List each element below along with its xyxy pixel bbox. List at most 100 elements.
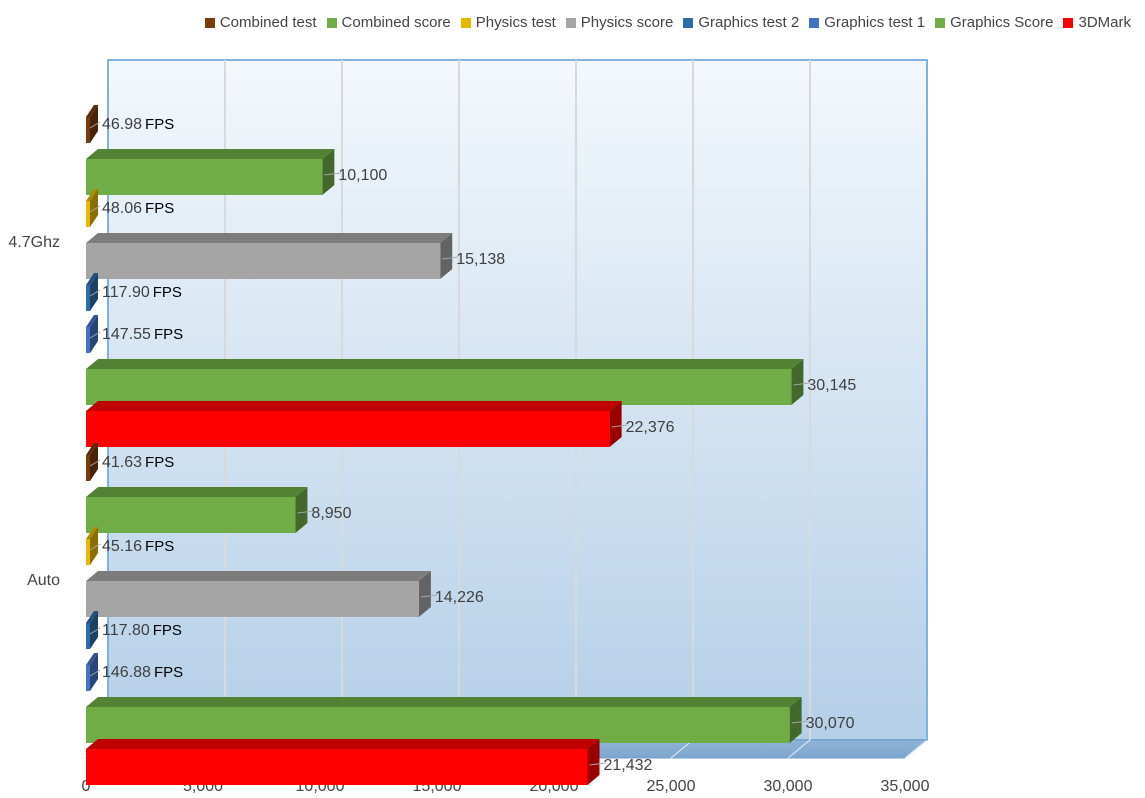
bar-side-face	[90, 653, 98, 691]
legend-label: Physics test	[475, 14, 556, 31]
bar-top-face	[86, 653, 98, 665]
bar	[86, 665, 90, 691]
legend-item: Physics score	[565, 14, 674, 31]
bar-top-face	[86, 273, 98, 285]
bar-top-face	[86, 105, 98, 117]
data-label-leader	[793, 382, 810, 386]
data-label-leader	[589, 762, 606, 766]
data-label: 117.90 FPS	[102, 284, 182, 301]
bar-top-face	[86, 571, 431, 581]
category-label: Auto	[27, 572, 60, 589]
bar	[86, 285, 90, 311]
data-label: 15,138	[456, 251, 505, 268]
legend-item: Physics test	[460, 14, 556, 31]
data-label-leader	[89, 289, 101, 297]
bar	[86, 369, 792, 405]
bar	[86, 159, 323, 195]
bar	[86, 327, 90, 353]
bar-top-face	[86, 443, 98, 455]
bar	[86, 707, 790, 743]
bar	[86, 497, 296, 533]
data-label-leader	[297, 510, 314, 514]
legend-label: Combined score	[341, 14, 451, 31]
x-tick-label: 25,000	[647, 778, 696, 795]
bar-side-face	[789, 697, 802, 743]
bar-side-face	[90, 105, 98, 143]
data-label: 46.98 FPS	[102, 116, 174, 133]
bar-top-face	[86, 527, 98, 539]
data-label-leader	[89, 543, 101, 551]
legend-label: Graphics test 2	[698, 14, 800, 31]
data-label: 48.06 FPS	[102, 200, 174, 217]
data-label: 30,070	[806, 715, 855, 732]
floor-tick	[787, 739, 811, 759]
bar-side-face	[791, 359, 804, 405]
bar-side-face	[90, 443, 98, 481]
bar-side-face	[90, 189, 98, 227]
bar-top-face	[86, 233, 453, 243]
legend-item: Graphics Score	[935, 14, 1053, 31]
data-label-leader	[89, 205, 101, 213]
bar-side-face	[587, 739, 600, 785]
legend-item: Graphics test 1	[809, 14, 925, 31]
legend-label: Physics score	[580, 14, 674, 31]
data-label-leader	[791, 720, 808, 724]
data-label-leader	[89, 331, 101, 339]
bar	[86, 117, 90, 143]
bar-top-face	[86, 487, 308, 497]
legend-label: Graphics Score	[950, 14, 1054, 31]
x-tick-label: 35,000	[881, 778, 930, 795]
data-label: 22,376	[626, 419, 675, 436]
bar-side-face	[609, 401, 622, 447]
legend-item: 3DMark	[1063, 14, 1131, 31]
bar-side-face	[90, 273, 98, 311]
data-label-leader	[89, 669, 101, 677]
bar-top-face	[86, 739, 600, 749]
category-label: 4.7Ghz	[8, 234, 60, 251]
bar	[86, 623, 90, 649]
data-label: 8,950	[311, 505, 351, 522]
legend-label: 3DMark	[1078, 14, 1131, 31]
bar-top-face	[86, 315, 98, 327]
data-label: 21,432	[604, 757, 653, 774]
bar	[86, 411, 610, 447]
legend-swatch	[565, 17, 576, 28]
legend-item: Combined test	[204, 14, 317, 31]
data-label: 41.63 FPS	[102, 454, 174, 471]
bar-top-face	[86, 189, 98, 201]
data-label: 14,226	[435, 589, 484, 606]
data-label: 45.16 FPS	[102, 538, 174, 555]
data-label-leader	[89, 121, 101, 129]
bar-side-face	[418, 571, 431, 617]
bar	[86, 749, 588, 785]
data-label: 147.55 FPS	[102, 326, 183, 343]
bar-side-face	[440, 233, 453, 279]
data-label-leader	[442, 256, 459, 260]
data-label-leader	[89, 459, 101, 467]
chart-legend: Combined test Combined score Physics test P…	[204, 14, 1131, 31]
legend-swatch	[204, 17, 215, 28]
data-label-leader	[324, 172, 341, 176]
bar-top-face	[86, 359, 804, 369]
bar-top-face	[86, 401, 622, 411]
x-tick-label: 30,000	[764, 778, 813, 795]
bar-side-face	[322, 149, 335, 195]
legend-swatch	[683, 17, 694, 28]
bar	[86, 243, 441, 279]
bar	[86, 539, 90, 565]
legend-swatch	[935, 17, 946, 28]
bar	[86, 455, 90, 481]
data-label-leader	[420, 594, 437, 598]
legend-label: Combined test	[219, 14, 317, 31]
bar-top-face	[86, 611, 98, 623]
legend-item: Graphics test 2	[683, 14, 799, 31]
data-label: 30,145	[807, 377, 856, 394]
legend-swatch	[1063, 17, 1074, 28]
bar-side-face	[90, 611, 98, 649]
bar-side-face	[90, 527, 98, 565]
legend-label: Graphics test 1	[824, 14, 926, 31]
data-label: 10,100	[338, 167, 387, 184]
legend-item: Combined score	[326, 14, 451, 31]
data-label-leader	[89, 627, 101, 635]
